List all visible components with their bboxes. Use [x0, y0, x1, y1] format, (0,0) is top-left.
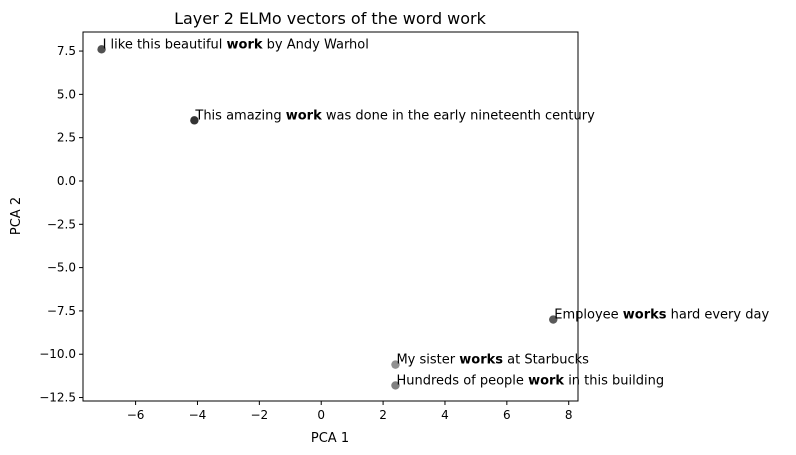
x-axis-label: PCA 1 [311, 431, 349, 446]
annotation-keyword: work [528, 373, 564, 388]
y-tick-label: −7.5 [47, 304, 76, 318]
scatter-point [391, 360, 400, 369]
scatter-point [190, 116, 199, 125]
x-tick-label: −4 [189, 408, 207, 422]
annotation-text: My sister [396, 353, 459, 368]
annotation-keyword: work [227, 37, 263, 52]
y-tick-label: −10.0 [39, 347, 76, 361]
x-tick-label: −2 [250, 408, 268, 422]
point-annotation: Employee works hard every day [554, 308, 769, 323]
annotation-text: hard every day [667, 308, 770, 323]
annotation-text: by Andy Warhol [263, 37, 369, 52]
axes-frame [82, 31, 579, 402]
y-tick-label: 5.0 [57, 87, 76, 101]
point-annotation: I like this beautiful work by Andy Warho… [103, 37, 369, 52]
annotation-keyword: works [623, 308, 667, 323]
scatter-point [97, 45, 106, 54]
annotation-text: Employee [554, 308, 623, 323]
y-tick-label: 7.5 [57, 44, 76, 58]
annotation-keyword: works [459, 353, 503, 368]
point-annotation: My sister works at Starbucks [396, 353, 589, 368]
annotation-text: was done in the early nineteenth century [322, 108, 595, 123]
point-annotation: Hundreds of people work in this building [396, 373, 664, 388]
y-tick-label: −5.0 [47, 261, 76, 275]
y-tick-label: −2.5 [47, 217, 76, 231]
annotation-text: Hundreds of people [396, 373, 528, 388]
annotation-text: in this building [564, 373, 664, 388]
x-tick-label: 6 [503, 408, 511, 422]
y-tick-label: 2.5 [57, 131, 76, 145]
y-axis-label: PCA 2 [9, 197, 24, 235]
annotation-text: at Starbucks [503, 353, 589, 368]
scatter-point [391, 381, 400, 390]
annotation-text: This amazing [194, 108, 285, 123]
x-tick-label: 8 [565, 408, 573, 422]
point-annotation: This amazing work was done in the early … [194, 108, 595, 123]
plot-area: −6 −4 −2 0 2 4 6 8 7.5 5.0 2.5 0.0 −2.5 −5.0 −7.5 −10.0… [39, 37, 769, 422]
y-tick-label: 0.0 [57, 174, 76, 188]
annotation-keyword: work [286, 108, 322, 123]
annotation-text: I like this beautiful [103, 37, 227, 52]
x-tick-label: 0 [317, 408, 325, 422]
x-tick-label: 2 [379, 408, 387, 422]
scatter-point [549, 315, 558, 324]
chart-title: Layer 2 ELMo vectors of the word work [174, 9, 487, 28]
x-tick-label: −6 [127, 408, 145, 422]
x-tick-label: 4 [441, 408, 449, 422]
y-tick-label: −12.5 [39, 391, 76, 405]
